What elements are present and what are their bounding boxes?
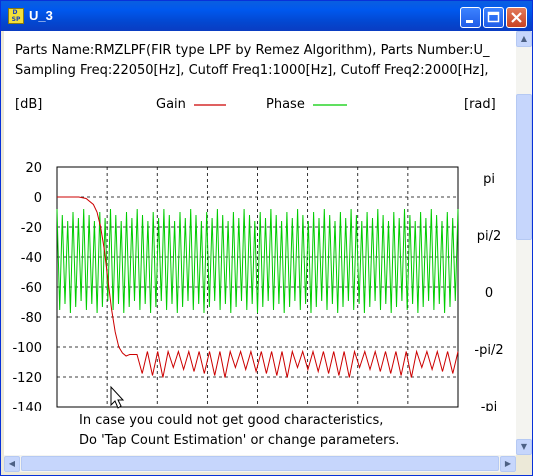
scroll-right-button[interactable]: ▶ bbox=[500, 456, 516, 472]
gain-series-line bbox=[57, 196, 459, 378]
y-tick-label: -80 bbox=[21, 311, 42, 326]
y-tick-label: -100 bbox=[12, 341, 42, 356]
parts-info-line: Parts Name:RMZLPF(FIR type LPF by Remez … bbox=[15, 43, 490, 58]
legend-gain-label: Gain bbox=[156, 97, 186, 112]
horizontal-scroll-thumb[interactable] bbox=[21, 456, 499, 471]
right-axis-label: [rad] bbox=[464, 97, 496, 112]
right-tick-label: pi bbox=[483, 172, 495, 187]
y-tick-label: -140 bbox=[12, 401, 42, 411]
content-area: Parts Name:RMZLPF(FIR type LPF by Remez … bbox=[4, 31, 516, 455]
horizontal-scrollbar[interactable]: ◀ ▶ bbox=[4, 455, 516, 472]
y-tick-label: 20 bbox=[25, 161, 42, 176]
phase-series-line bbox=[56, 208, 459, 314]
y-tick-label: -40 bbox=[21, 251, 42, 266]
maximize-icon bbox=[487, 11, 500, 23]
minimize-button[interactable] bbox=[460, 7, 481, 28]
arrow-up-icon: ▲ bbox=[520, 34, 528, 43]
left-axis-label: [dB] bbox=[15, 97, 43, 112]
scroll-left-button[interactable]: ◀ bbox=[4, 456, 20, 472]
arrow-down-icon: ▼ bbox=[520, 442, 528, 451]
y-tick-label: -20 bbox=[21, 221, 42, 236]
vertical-scroll-thumb[interactable] bbox=[516, 94, 532, 240]
window-title: U_3 bbox=[29, 8, 53, 23]
legend-phase-label: Phase bbox=[266, 97, 305, 112]
arrow-right-icon: ▶ bbox=[504, 459, 512, 468]
right-tick-label: pi/2 bbox=[477, 229, 502, 244]
legend-phase-swatch bbox=[313, 104, 347, 106]
hint-line-1: In case you could not get good character… bbox=[79, 413, 384, 428]
app-icon[interactable]: D SP bbox=[8, 8, 24, 24]
close-button[interactable] bbox=[506, 7, 527, 28]
right-tick-label: -pi bbox=[481, 400, 498, 411]
hint-line-2: Do 'Tap Count Estimation' or change para… bbox=[79, 433, 400, 448]
title-bar[interactable]: D SP U_3 bbox=[1, 1, 532, 31]
minimize-icon bbox=[466, 20, 473, 23]
legend-gain-swatch bbox=[194, 104, 226, 106]
close-icon bbox=[511, 12, 522, 23]
right-tick-label: -pi/2 bbox=[474, 343, 503, 358]
vertical-scrollbar[interactable]: ▲ ▼ bbox=[516, 31, 532, 455]
maximize-button[interactable] bbox=[483, 7, 504, 28]
y-tick-label: -120 bbox=[12, 371, 42, 386]
scroll-up-button[interactable]: ▲ bbox=[516, 31, 532, 47]
right-tick-label: 0 bbox=[485, 286, 493, 301]
frequency-response-chart: 20 0 -20 -40 -60 -80 -100 -120 -140 pi pi/2 0 -pi/2 -… bbox=[12, 161, 503, 411]
mouse-cursor-icon bbox=[110, 385, 125, 409]
y-tick-label: 0 bbox=[34, 191, 42, 206]
sampling-info-line: Sampling Freq:22050[Hz], Cutoff Freq1:10… bbox=[15, 63, 489, 78]
scroll-down-button[interactable]: ▼ bbox=[516, 439, 532, 455]
y-tick-label: -60 bbox=[21, 281, 42, 296]
arrow-left-icon: ◀ bbox=[8, 459, 16, 468]
